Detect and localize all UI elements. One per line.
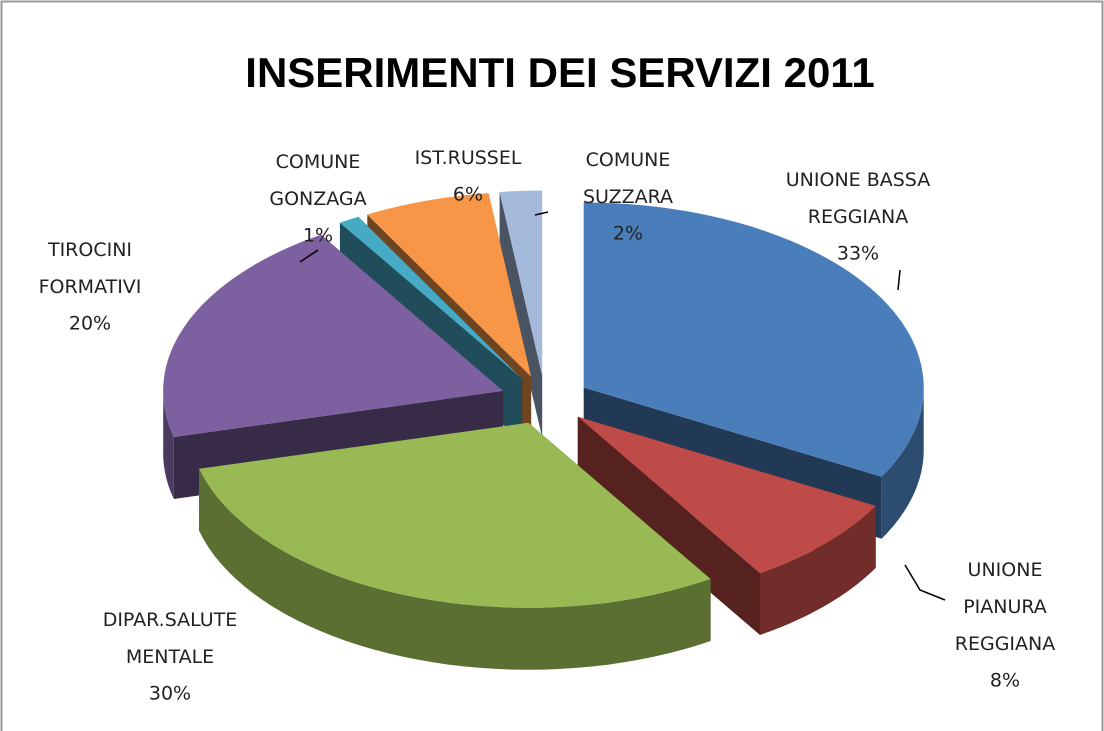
value-label: 30% [149, 683, 191, 705]
slice [367, 193, 532, 377]
leader-line [904, 564, 946, 601]
slice [583, 202, 924, 477]
label-line: REGGIANA [955, 633, 1055, 655]
label-line: GONZAGA [269, 188, 366, 210]
value-label: 6% [453, 184, 483, 206]
value-label: 1% [303, 225, 333, 247]
slice-label: UNIONE PIANURA REGGIANA [955, 559, 1055, 655]
slice-side [881, 387, 924, 539]
slice-side [499, 192, 543, 438]
label-line: COMUNE [276, 151, 361, 173]
label-line: FORMATIVI [39, 276, 142, 298]
value-label: 20% [69, 313, 111, 335]
label-line: IST.RUSSEL [415, 147, 522, 169]
label-line: MENTALE [126, 646, 214, 668]
slice [499, 190, 543, 376]
label-line: PIANURA [963, 596, 1047, 618]
leader-line [534, 211, 549, 216]
slice-side [577, 416, 760, 635]
leader-line [897, 269, 901, 291]
chart-title: INSERIMENTI DEI SERVIZI 2011 [245, 49, 874, 96]
slice [199, 422, 711, 608]
value-label: 2% [613, 223, 643, 245]
slice [163, 234, 504, 437]
label-line: DIPAR.SALUTE [103, 609, 238, 631]
slice-side [199, 468, 711, 670]
slice-label: COMUNE GONZAGA [269, 151, 366, 210]
value-label: 33% [837, 243, 879, 265]
slice [339, 216, 523, 379]
slice-label: DIPAR.SALUTE MENTALE [103, 609, 238, 668]
slice-label: UNIONE BASSA REGGIANA [786, 169, 930, 228]
label-line: TIROCINI [47, 239, 132, 261]
label-line: SUZZARA [583, 186, 673, 208]
label-line: REGGIANA [808, 206, 908, 228]
leader-line [299, 249, 319, 263]
value-label: 8% [990, 670, 1020, 692]
label-line: UNIONE BASSA [786, 169, 930, 191]
slice-side [760, 505, 876, 635]
slice [577, 416, 876, 573]
slice-label: COMUNE SUZZARA [583, 149, 673, 208]
slice-label: IST.RUSSEL [415, 147, 522, 169]
label-line: UNIONE [968, 559, 1043, 581]
slice-label: TIROCINI FORMATIVI [39, 239, 142, 298]
label-line: COMUNE [586, 149, 671, 171]
slice-side [163, 391, 174, 499]
